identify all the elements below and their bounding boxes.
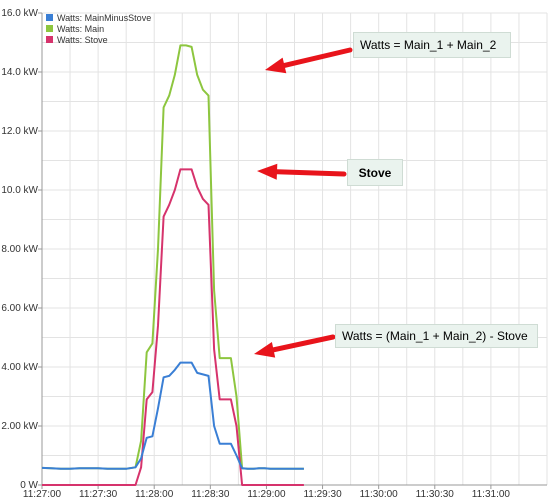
y-tick-label: 0 W bbox=[20, 480, 38, 491]
legend-entry[interactable]: Watts: MainMinusStove bbox=[57, 13, 151, 23]
legend-swatch[interactable] bbox=[46, 14, 53, 21]
x-tick-label: 11:30:00 bbox=[360, 489, 399, 500]
y-tick-label: 14.0 kW bbox=[1, 67, 38, 78]
series-line-watts-stove bbox=[42, 168, 304, 486]
arrow-main-head bbox=[265, 57, 287, 74]
arrow-stove bbox=[274, 169, 347, 177]
arrow-stove-head bbox=[257, 163, 278, 180]
y-tick-label: 8.00 kW bbox=[1, 244, 38, 255]
arrow-mainminusstove bbox=[271, 334, 336, 353]
legend-swatch[interactable] bbox=[46, 25, 53, 32]
x-tick-label: 11:29:00 bbox=[247, 489, 286, 500]
y-axis-ticks: 0 W 2.00 kW 4.00 kW 6.00 kW 8.00 kW 10.0 kW 12… bbox=[1, 8, 42, 491]
annotation-arrows bbox=[254, 47, 353, 358]
annotation-stove-text: Stove bbox=[358, 165, 392, 180]
x-tick-label: 11:30:30 bbox=[416, 489, 455, 500]
annotation-main: Watts = Main_1 + Main_2 bbox=[353, 32, 511, 58]
y-tick-label: 6.00 kW bbox=[1, 303, 38, 314]
annotation-main-text: Watts = Main_1 + Main_2 bbox=[360, 38, 497, 52]
grid-lines bbox=[41, 12, 548, 486]
y-tick-label: 4.00 kW bbox=[1, 362, 38, 373]
legend-entry[interactable]: Watts: Stove bbox=[57, 35, 108, 45]
y-tick-label: 2.00 kW bbox=[1, 421, 38, 432]
x-axis-ticks: 11:27:00 11:27:30 11:28:00 11:28:30 11:29:00… bbox=[23, 485, 511, 500]
x-tick-label: 11:31:00 bbox=[472, 489, 511, 500]
x-tick-label: 11:27:00 bbox=[23, 489, 62, 500]
annotation-stove: Stove bbox=[347, 159, 403, 186]
series-line-watts-mainminusstove bbox=[41, 361, 304, 470]
legend-entry[interactable]: Watts: Main bbox=[57, 24, 104, 34]
annotation-mainminusstove-text: Watts = (Main_1 + Main_2) - Stove bbox=[342, 329, 528, 343]
x-tick-label: 11:29:30 bbox=[303, 489, 342, 500]
y-tick-label: 16.0 kW bbox=[1, 8, 38, 19]
x-tick-label: 11:28:30 bbox=[191, 489, 230, 500]
x-tick-label: 11:27:30 bbox=[79, 489, 118, 500]
y-tick-label: 10.0 kW bbox=[1, 185, 38, 196]
arrow-main bbox=[281, 47, 353, 68]
series-lines bbox=[41, 44, 304, 486]
y-tick-label: 12.0 kW bbox=[1, 126, 38, 137]
arrow-mainminusstove-head bbox=[254, 342, 276, 358]
legend-swatch[interactable] bbox=[46, 36, 53, 43]
annotation-mainminusstove: Watts = (Main_1 + Main_2) - Stove bbox=[335, 324, 538, 348]
x-tick-label: 11:28:00 bbox=[135, 489, 174, 500]
